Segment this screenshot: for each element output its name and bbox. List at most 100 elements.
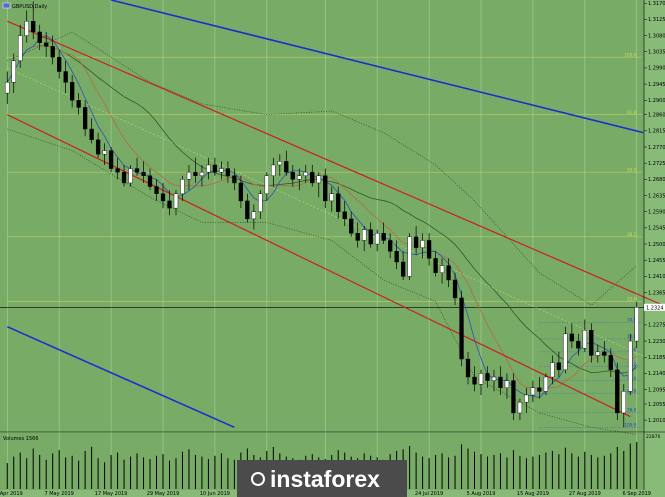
candle-body [303,171,308,176]
date-tick-label: 5 Aug 2019 [467,491,496,497]
candle-body [530,387,536,396]
price-tick-label: 1.2680 [648,177,665,183]
candle-body [381,233,386,241]
candle-body [498,376,503,388]
candle-body [368,229,373,245]
candle-body [556,362,562,371]
price-tick-label: 1.2945 [648,82,665,88]
chart-title-flag-icon [2,2,11,9]
channel-upper-line [7,20,663,306]
candle-body [290,171,295,180]
candle-body [297,175,302,180]
candle-body [147,175,153,187]
candle-body [342,211,347,220]
candle-body [232,175,237,184]
fib-level-label: 38.2 [627,232,636,237]
candle-body [271,164,276,176]
candle-body [95,139,101,155]
candle-body [82,107,88,130]
candle-body [57,56,62,72]
candle-body [459,297,464,360]
watermark-text: instaforex [270,466,380,492]
candle-body [284,161,289,173]
candle-body [18,35,23,61]
price-tick-label: 1.2900 [648,98,665,104]
trendline-upper [110,0,644,134]
candle-body [615,369,620,414]
candle-body [608,355,613,371]
candle-body [173,193,179,209]
candle-body [472,376,477,385]
candle-body [595,351,600,356]
candle-body [563,333,568,371]
candle-body [336,193,341,212]
candle-body [537,387,542,392]
candle-body [277,161,282,166]
price-tick-label: 1.2230 [648,339,665,345]
candle-body [504,380,510,388]
candle-body [478,373,484,385]
candle-body [225,168,231,176]
date-tick-label: 25 Apr 2019 [0,491,23,497]
candle-body [511,380,516,414]
candle-body [219,168,224,173]
price-tick-label: 1.2185 [648,355,665,361]
candle-body [160,193,166,202]
date-tick-label: 27 Aug 2019 [569,491,601,497]
candle-body [465,358,471,378]
candle-body [251,211,257,220]
candle-body [206,164,211,173]
candle-body [491,376,497,381]
candle-body [24,21,29,36]
candle-body [31,21,36,33]
date-tick-label: 10 Jun 2019 [200,491,230,497]
candle-body [193,171,198,176]
fib-level-label: 100.0 [625,423,637,428]
price-tick-label: 1.2815 [648,129,665,135]
date-tick-label: 24 Jul 2019 [415,491,443,497]
candle-body [5,82,10,94]
volume-scale-label: 22870 [646,434,660,440]
fib-level-label: 23.6 [627,297,636,302]
candle-body [167,200,172,209]
candle-body [407,236,412,277]
candles [5,1,639,428]
price-tick-label: 1.3080 [648,33,665,39]
fib-level-label: 100.0 [625,52,637,57]
candle-body [323,175,328,202]
current-price-label: 1.2324 [646,305,664,311]
volume-title: Volumes 1566 [3,436,39,442]
fib-level-label: 50.0 [627,167,636,172]
candle-body [400,261,406,277]
fib-level-label: 14.0 [627,334,636,339]
candle-body [355,233,360,241]
fib-level-label: 76.4 [627,407,636,412]
candle-body [199,171,205,176]
price-tick-label: 1.2770 [648,145,665,151]
candle-body [589,330,594,356]
candle-body [108,150,114,169]
price-tick-label: 1.2140 [648,371,665,377]
price-tick-label: 1.3125 [648,17,665,23]
candle-body [37,31,42,43]
price-tick-label: 1.3035 [648,50,665,56]
candle-body [634,307,639,342]
price-tick-label: 1.2590 [648,209,665,215]
candle-body [134,168,140,173]
candle-body [121,171,127,184]
fib-level-label: 70.8 [627,318,636,323]
candle-body [316,175,321,184]
price-tick-label: 1.3170 [648,1,665,7]
watermark-banner [237,460,407,497]
candle-body [576,340,581,349]
candle-body [11,60,16,83]
current-price-marker [644,303,665,311]
ma-slow [6,45,637,374]
candle-body [258,193,263,212]
date-tick-label: 29 May 2019 [147,491,180,497]
date-tick-label: 7 May 2019 [44,491,73,497]
candle-body [329,193,334,202]
candle-body [413,236,419,248]
